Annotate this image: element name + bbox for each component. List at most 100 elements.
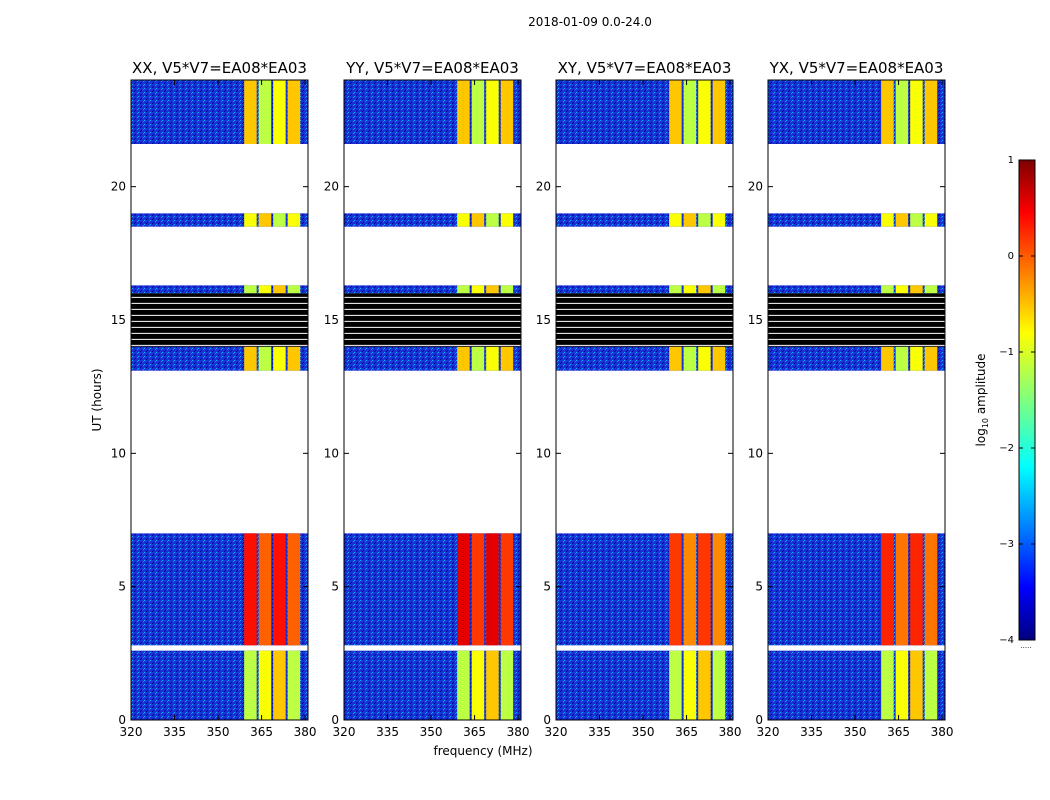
x-tick-label: 320	[120, 725, 143, 739]
band-channel	[895, 346, 909, 371]
band-channel	[712, 213, 726, 227]
band-channel	[669, 285, 682, 294]
band-channel	[910, 285, 923, 294]
band-channel	[669, 650, 682, 720]
band-channel	[895, 650, 909, 720]
band-channel	[457, 650, 470, 720]
band-channel	[500, 533, 514, 646]
band-channel	[457, 80, 470, 144]
band-channel	[500, 213, 514, 227]
y-tick-label: 5	[755, 580, 763, 594]
band-channel	[924, 285, 938, 294]
band-channel	[287, 533, 301, 646]
band-channel	[457, 213, 470, 227]
band-channel	[244, 650, 257, 720]
data-segment	[131, 285, 308, 294]
band-channel	[924, 80, 938, 144]
band-channel	[669, 213, 682, 227]
panels-group: XX, V5*V7=EA08*EA03 320 335 350 365 380 0 5 10 15…	[111, 59, 954, 739]
band-channel	[669, 80, 682, 144]
band-channel	[486, 346, 499, 371]
band-channel	[244, 533, 257, 646]
band-channel	[895, 533, 909, 646]
band-channel	[698, 650, 711, 720]
x-tick-label: 320	[333, 725, 356, 739]
band-channel	[258, 346, 272, 371]
axes-frame	[767, 79, 946, 721]
band-channel	[486, 285, 499, 294]
y-tick-label: 10	[536, 446, 551, 460]
colorbar-tick-label: −2	[999, 443, 1014, 454]
band-channel	[258, 650, 272, 720]
colorbar-tick-label: −4	[999, 635, 1014, 646]
y-tick-label: 10	[111, 446, 126, 460]
band-channel	[881, 285, 894, 294]
band-channel	[244, 213, 257, 227]
band-channel	[273, 213, 286, 227]
panel-4: YX, V5*V7=EA08*EA03 320 335 350 365 380 0 5 10 15…	[748, 59, 954, 739]
x-tick-label: 380	[719, 725, 742, 739]
band-channel	[881, 346, 894, 371]
x-tick-label: 380	[507, 725, 530, 739]
band-channel	[273, 285, 286, 294]
band-channel	[712, 285, 726, 294]
band-channel	[244, 346, 257, 371]
band-channel	[881, 650, 894, 720]
band-channel	[910, 533, 923, 646]
band-channel	[500, 346, 514, 371]
band-channel	[500, 80, 514, 144]
band-channel	[486, 80, 499, 144]
colorbar-label-sub: 10	[981, 418, 990, 428]
band-channel	[258, 80, 272, 144]
band-channel	[924, 533, 938, 646]
band-channel	[287, 285, 301, 294]
x-tick-label: 320	[757, 725, 780, 739]
colorbar: 10−1−2−3−4 log10 amplitude .....	[974, 155, 1036, 650]
axes-frame	[130, 79, 309, 721]
y-tick-label: 15	[748, 313, 763, 327]
band-channel	[287, 346, 301, 371]
panel-title: YX, V5*V7=EA08*EA03	[769, 59, 944, 77]
x-tick-label: 335	[163, 725, 186, 739]
colorbar-tick-label: 0	[1008, 251, 1014, 262]
colorbar-label-main: log	[974, 428, 988, 446]
band-channel	[244, 285, 257, 294]
x-tick-label: 320	[545, 725, 568, 739]
x-tick-label: 350	[844, 725, 867, 739]
y-tick-label: 20	[324, 180, 339, 194]
band-channel	[500, 285, 514, 294]
band-channel	[244, 80, 257, 144]
x-tick-label: 365	[463, 725, 486, 739]
band-channel	[669, 346, 682, 371]
band-channel	[287, 650, 301, 720]
band-channel	[683, 346, 697, 371]
y-tick-label: 20	[748, 180, 763, 194]
band-channel	[698, 213, 711, 227]
x-tick-label: 335	[588, 725, 611, 739]
band-channel	[712, 80, 726, 144]
band-channel	[712, 533, 726, 646]
y-tick-label: 0	[543, 713, 551, 727]
band-channel	[669, 533, 682, 646]
panel-2: YY, V5*V7=EA08*EA03 320 335 350 365 380 0 5 10 15…	[324, 59, 530, 739]
band-channel	[683, 213, 697, 227]
band-channel	[471, 80, 485, 144]
band-channel	[486, 533, 499, 646]
colorbar-tick-label: 1	[1008, 155, 1014, 166]
colorbar-extra: .....	[1020, 642, 1031, 650]
y-tick-label: 15	[536, 313, 551, 327]
figure-suptitle: 2018-01-09 0.0-24.0	[528, 15, 652, 29]
band-channel	[471, 285, 485, 294]
y-axis-label: UT (hours)	[90, 368, 104, 431]
y-tick-label: 0	[331, 713, 339, 727]
band-channel	[698, 80, 711, 144]
y-tick-label: 10	[748, 446, 763, 460]
band-channel	[258, 285, 272, 294]
band-channel	[471, 650, 485, 720]
panel-title: YY, V5*V7=EA08*EA03	[345, 59, 519, 77]
colorbar-tick-label: −3	[999, 539, 1014, 550]
band-channel	[712, 650, 726, 720]
x-tick-label: 335	[800, 725, 823, 739]
x-tick-label: 380	[931, 725, 954, 739]
x-tick-label: 365	[887, 725, 910, 739]
